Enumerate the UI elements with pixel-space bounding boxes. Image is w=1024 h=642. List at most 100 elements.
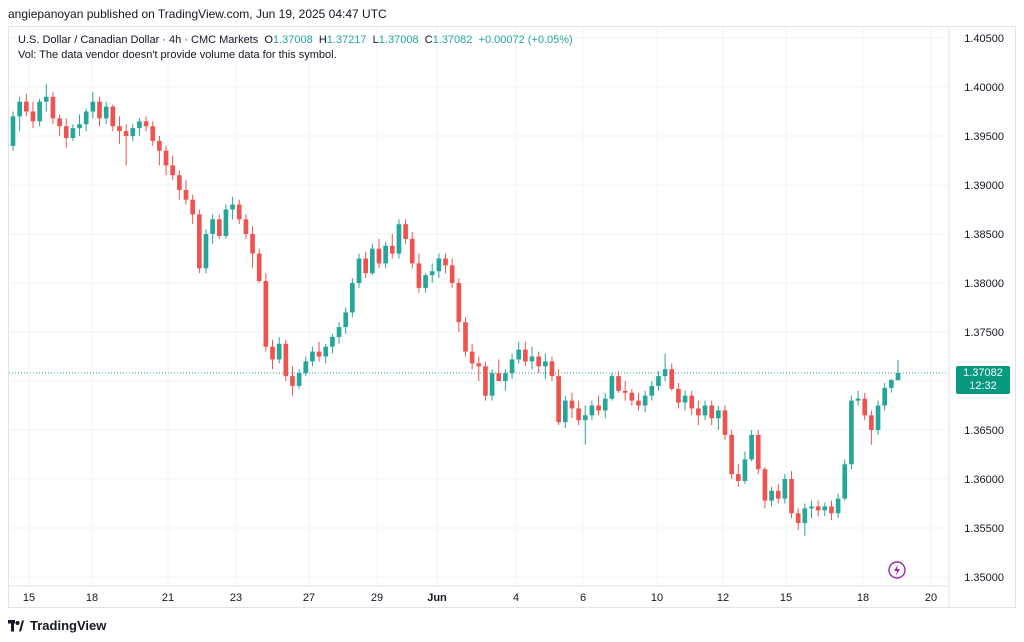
candle[interactable]: [463, 317, 468, 357]
candle[interactable]: [589, 400, 595, 421]
candle[interactable]: [230, 196, 235, 220]
candle[interactable]: [83, 108, 89, 132]
candle[interactable]: [97, 96, 102, 127]
candle[interactable]: [369, 243, 375, 276]
candle[interactable]: [875, 400, 881, 435]
candle[interactable]: [689, 390, 695, 416]
candle[interactable]: [582, 405, 588, 445]
candle[interactable]: [596, 395, 601, 416]
candle[interactable]: [543, 353, 548, 380]
chart-frame[interactable]: [8, 26, 1016, 608]
candle[interactable]: [303, 356, 309, 377]
candle[interactable]: [696, 400, 701, 426]
candle[interactable]: [77, 114, 82, 136]
candle[interactable]: [70, 124, 76, 141]
candle[interactable]: [656, 371, 661, 391]
candle[interactable]: [662, 353, 668, 381]
candle[interactable]: [130, 124, 136, 141]
candle[interactable]: [469, 343, 475, 370]
candle[interactable]: [403, 219, 408, 244]
candle[interactable]: [363, 251, 368, 279]
candle[interactable]: [143, 116, 149, 132]
candle[interactable]: [323, 343, 329, 364]
candle[interactable]: [376, 238, 382, 269]
candle[interactable]: [476, 356, 482, 382]
candle[interactable]: [729, 430, 734, 479]
candle[interactable]: [196, 209, 202, 274]
candle[interactable]: [742, 451, 748, 484]
candle[interactable]: [290, 366, 295, 396]
candle[interactable]: [676, 382, 681, 409]
candle[interactable]: [496, 359, 502, 381]
candle[interactable]: [310, 346, 315, 367]
candle[interactable]: [423, 273, 428, 293]
candle[interactable]: [216, 214, 222, 239]
candle[interactable]: [762, 467, 768, 509]
candle[interactable]: [350, 278, 355, 318]
candle[interactable]: [629, 388, 635, 406]
candle[interactable]: [263, 273, 269, 352]
candle[interactable]: [409, 232, 415, 269]
candle[interactable]: [283, 339, 289, 381]
candle[interactable]: [123, 124, 129, 166]
candle[interactable]: [343, 307, 349, 334]
candle[interactable]: [516, 341, 522, 364]
candle[interactable]: [869, 410, 874, 445]
candle[interactable]: [602, 392, 608, 419]
symbol-name[interactable]: U.S. Dollar / Canadian Dollar · 4h · CMC…: [18, 34, 259, 46]
lightning-icon[interactable]: [888, 561, 906, 579]
candle[interactable]: [749, 430, 754, 462]
candle[interactable]: [536, 351, 542, 374]
candle[interactable]: [523, 341, 528, 367]
candle[interactable]: [622, 381, 628, 401]
candle[interactable]: [549, 356, 555, 382]
candle[interactable]: [529, 346, 535, 370]
candle[interactable]: [616, 371, 621, 393]
candle[interactable]: [815, 500, 821, 517]
candle[interactable]: [30, 101, 36, 129]
candle[interactable]: [483, 361, 488, 401]
candle[interactable]: [57, 114, 62, 136]
candle[interactable]: [183, 180, 189, 205]
candle[interactable]: [842, 459, 848, 501]
candle[interactable]: [755, 430, 761, 475]
candle[interactable]: [17, 96, 22, 132]
candle[interactable]: [177, 170, 182, 200]
candle[interactable]: [835, 493, 841, 519]
candle[interactable]: [702, 400, 708, 421]
candle[interactable]: [336, 322, 342, 344]
candle[interactable]: [117, 116, 122, 144]
candle[interactable]: [429, 263, 435, 283]
candle[interactable]: [157, 136, 162, 166]
candle[interactable]: [862, 392, 868, 421]
candle[interactable]: [389, 234, 395, 259]
candle[interactable]: [330, 333, 335, 354]
candle[interactable]: [383, 241, 388, 269]
candle[interactable]: [556, 369, 561, 426]
candle[interactable]: [775, 483, 781, 504]
candle[interactable]: [895, 359, 901, 381]
candle[interactable]: [636, 392, 641, 411]
candle[interactable]: [503, 369, 508, 391]
candle[interactable]: [735, 464, 741, 487]
candle[interactable]: [436, 253, 442, 279]
candle[interactable]: [809, 500, 814, 519]
candle[interactable]: [356, 253, 362, 288]
candle[interactable]: [716, 405, 721, 431]
candle[interactable]: [649, 381, 655, 401]
candle[interactable]: [243, 214, 249, 239]
candle[interactable]: [849, 395, 854, 470]
candle[interactable]: [795, 508, 801, 530]
candle[interactable]: [682, 390, 688, 411]
candle[interactable]: [576, 400, 581, 426]
candle[interactable]: [855, 390, 861, 406]
candle[interactable]: [110, 104, 116, 132]
candle[interactable]: [396, 219, 402, 259]
candle[interactable]: [569, 392, 575, 419]
candle[interactable]: [642, 390, 648, 413]
candle[interactable]: [250, 226, 255, 269]
candle[interactable]: [10, 111, 16, 151]
candle[interactable]: [63, 118, 69, 148]
candle[interactable]: [90, 91, 96, 119]
candle[interactable]: [150, 121, 156, 146]
